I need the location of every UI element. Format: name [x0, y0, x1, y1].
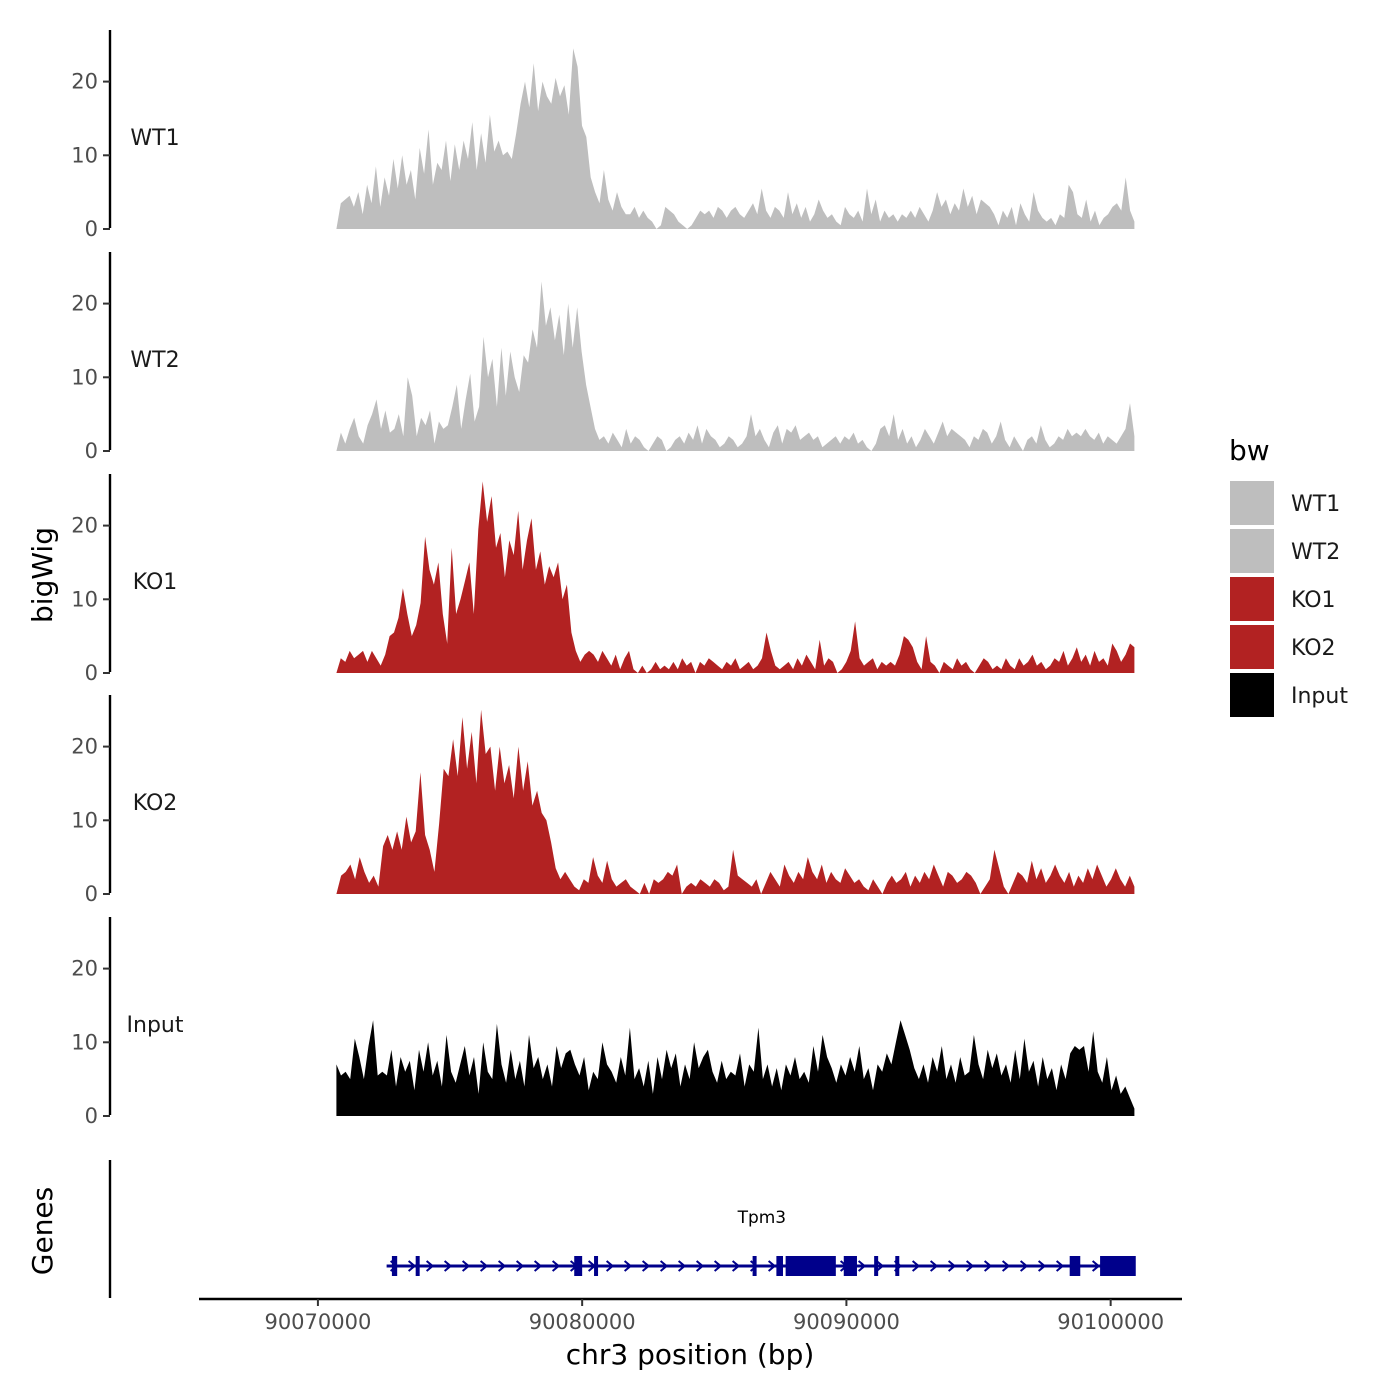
y-tick-label: 20 [71, 514, 98, 538]
strand-arrow [515, 1260, 525, 1272]
legend-label-ko1: KO1 [1291, 588, 1336, 613]
y-axis-title: bigWig [26, 527, 59, 623]
strand-arrow [875, 1260, 885, 1272]
legend: bw WT1 WT2 KO1 KO2 Input [1228, 434, 1348, 719]
exon [843, 1256, 857, 1276]
exon [874, 1256, 879, 1276]
strand-arrow [857, 1260, 867, 1272]
y-tick-label: 20 [71, 735, 98, 759]
strand-arrow [533, 1260, 543, 1272]
legend-label-wt2: WT2 [1291, 540, 1340, 565]
strand-arrow [911, 1260, 921, 1272]
strand-arrow [605, 1260, 615, 1272]
y-tick-label: 10 [71, 1030, 98, 1054]
strand-arrow [551, 1260, 561, 1272]
strand-arrow [623, 1260, 633, 1272]
y-tick-label: 0 [85, 1104, 98, 1128]
strand-arrow [641, 1260, 651, 1272]
genes-axis-title: Genes [26, 1187, 59, 1275]
exon [895, 1256, 900, 1276]
strand-arrow [767, 1260, 777, 1272]
legend-label-wt1: WT1 [1291, 492, 1340, 517]
exon [776, 1256, 783, 1276]
track-label: Input [127, 1013, 184, 1038]
legend-label-input: Input [1291, 684, 1348, 709]
y-tick-label: 0 [85, 882, 98, 906]
strand-arrow [677, 1260, 687, 1272]
y-tick-label: 20 [71, 957, 98, 981]
signal-area-input [336, 1020, 1135, 1116]
y-tick-label: 0 [85, 661, 98, 685]
exon [1100, 1256, 1136, 1276]
x-tick-label: 90100000 [1057, 1310, 1164, 1334]
gene-label: Tpm3 [737, 1208, 787, 1228]
exon [752, 1256, 757, 1276]
y-tick-label: 20 [71, 70, 98, 94]
strand-arrow [1019, 1260, 1029, 1272]
legend-title: bw [1229, 434, 1270, 467]
track-wt2: 0 10 20 WT2 [71, 252, 1135, 463]
strand-arrow [965, 1260, 975, 1272]
exon [594, 1256, 599, 1276]
track-input: 0 10 20 Input [71, 917, 1135, 1128]
strand-arrow [731, 1260, 741, 1272]
strand-arrow [443, 1260, 453, 1272]
strand-arrow [1055, 1260, 1065, 1272]
strand-arrow [1037, 1260, 1047, 1272]
track-wt1: 0 10 20 WT1 [71, 30, 1135, 241]
signal-area-wt2 [336, 281, 1135, 451]
y-tick-label: 10 [71, 587, 98, 611]
strand-arrow [497, 1260, 507, 1272]
gene-tpm3: Tpm3 [386, 1208, 1136, 1276]
track-label: KO2 [133, 791, 178, 816]
strand-arrow [983, 1260, 993, 1272]
exon [391, 1256, 398, 1276]
strand-arrow [1001, 1260, 1011, 1272]
legend-key-input [1228, 671, 1276, 719]
y-tick-label: 10 [71, 808, 98, 832]
strand-arrow [659, 1260, 669, 1272]
exon [574, 1256, 583, 1276]
x-axis: 90070000 90080000 90090000 90100000 [199, 1297, 1182, 1334]
x-axis-title: chr3 position (bp) [566, 1338, 815, 1371]
legend-key-ko2 [1228, 623, 1276, 671]
track-ko1: 0 10 20 KO1 [71, 474, 1135, 685]
strand-arrow [713, 1260, 723, 1272]
legend-key-ko1 [1228, 575, 1276, 623]
gene-annotation-panel: Tpm3 [108, 1160, 1136, 1298]
strand-arrow [929, 1260, 939, 1272]
signal-area-ko2 [336, 709, 1135, 894]
y-tick-label: 20 [71, 292, 98, 316]
strand-arrow [425, 1260, 435, 1272]
legend-label-ko2: KO2 [1291, 636, 1336, 661]
y-tick-label: 10 [71, 365, 98, 389]
strand-arrow [479, 1260, 489, 1272]
legend-key-wt1 [1228, 479, 1276, 527]
y-tick-label: 0 [85, 217, 98, 241]
x-tick-label: 90090000 [793, 1310, 900, 1334]
signal-tracks: 0 10 20 WT1 0 10 20 WT2 0 10 20 KO1 0 10 20 KO2 0 10 20 Inp… [71, 30, 1135, 1128]
track-label: WT2 [130, 348, 179, 373]
exon [415, 1256, 420, 1276]
strand-arrow [947, 1260, 957, 1272]
x-tick-label: 90080000 [529, 1310, 636, 1334]
signal-area-ko1 [336, 481, 1135, 673]
track-label: KO1 [133, 570, 178, 595]
track-ko2: 0 10 20 KO2 [71, 695, 1135, 906]
legend-key-wt2 [1228, 527, 1276, 575]
strand-arrow [407, 1260, 417, 1272]
y-tick-label: 10 [71, 143, 98, 167]
exon [785, 1256, 836, 1276]
track-label: WT1 [130, 126, 179, 151]
strand-arrow [1091, 1260, 1101, 1272]
exon [1069, 1256, 1081, 1276]
x-tick-label: 90070000 [264, 1310, 371, 1334]
strand-arrow [461, 1260, 471, 1272]
y-tick-label: 0 [85, 439, 98, 463]
signal-area-wt1 [336, 48, 1135, 230]
strand-arrow [695, 1260, 705, 1272]
